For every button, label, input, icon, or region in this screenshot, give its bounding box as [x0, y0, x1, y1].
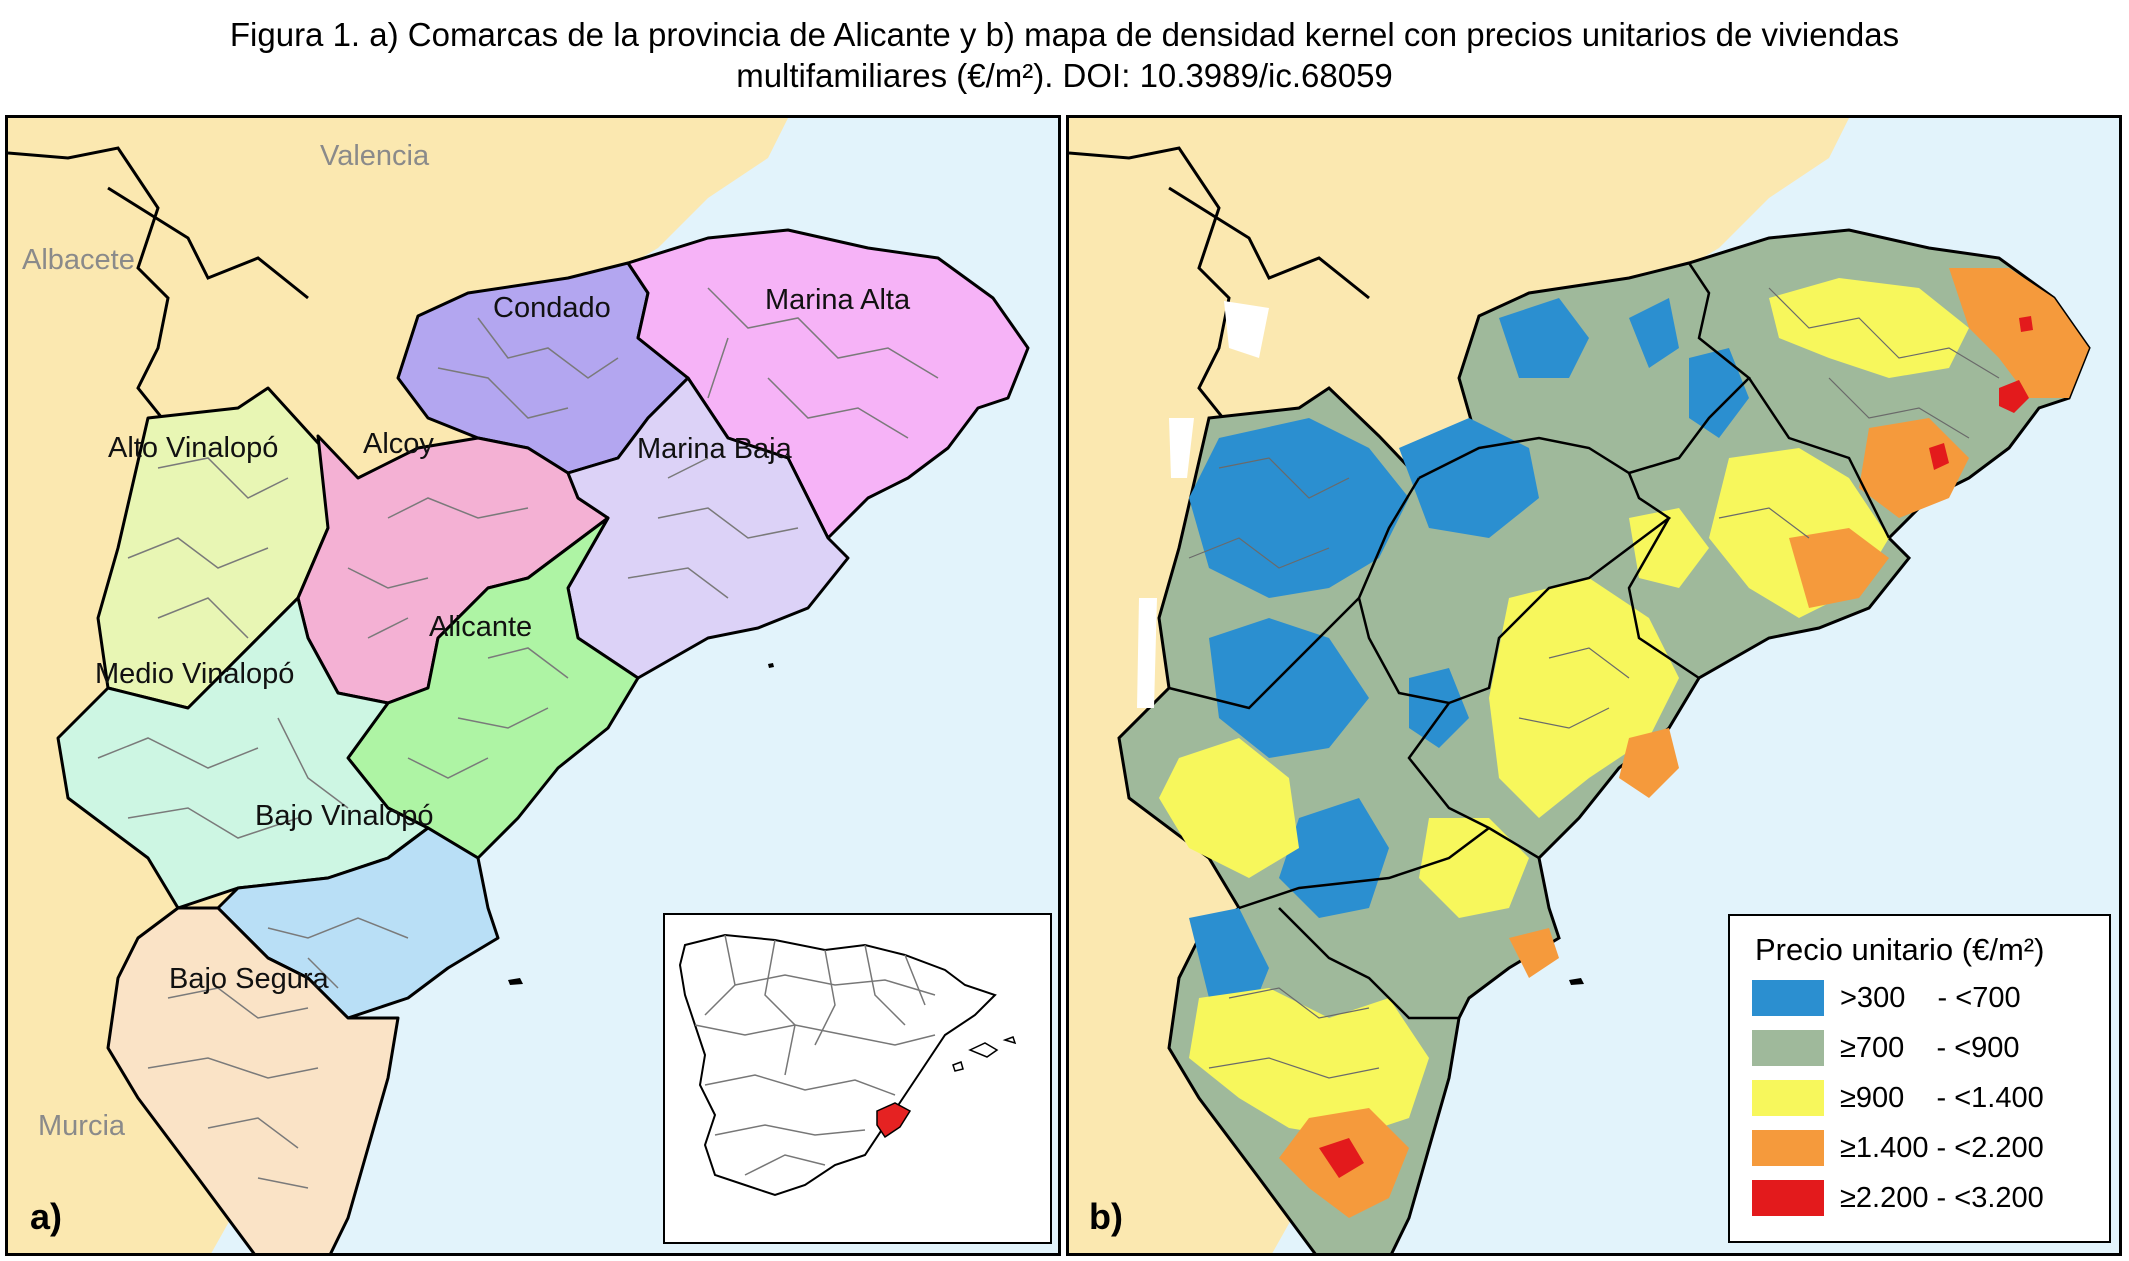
comarca-label-alicante: Alicante [429, 611, 533, 643]
density-yellow [1159, 278, 1969, 1138]
legend-label: ≥900 - <1.400 [1840, 1082, 2044, 1114]
legend-title: Precio unitario (€/m²) [1755, 932, 2045, 967]
rock-islet [768, 663, 774, 668]
panel-a-letter: a) [30, 1196, 63, 1237]
legend-label: ≥2.200 - <3.200 [1840, 1182, 2044, 1214]
legend-swatch [1752, 1080, 1824, 1116]
price-legend: Precio unitario (€/m²) >300 - <700 ≥700 … [1728, 914, 2111, 1243]
legend-swatch [1752, 980, 1824, 1016]
neighbor-border [1069, 146, 1370, 539]
comarca-alicante [346, 516, 640, 860]
comarca-label-bajo-vinalopo: Bajo Vinalopó [255, 800, 434, 832]
legend-label: ≥700 - <900 [1840, 1032, 2020, 1064]
panel-b-kernel-density-map: Precio unitario (€/m²) >300 - <700 ≥700 … [1066, 115, 2122, 1256]
municipal-boundaries [97, 287, 939, 1189]
neighbor-label-murcia: Murcia [38, 1110, 126, 1142]
legend-swatch [1752, 1130, 1824, 1166]
comarca-label-alto-vinalopo: Alto Vinalopó [108, 432, 279, 464]
density-red [1319, 316, 2033, 1178]
no-data-area [1137, 301, 1269, 708]
legend-label: >300 - <700 [1840, 982, 2021, 1014]
comarca-label-bajo-segura: Bajo Segura [169, 963, 329, 995]
spain-locator-svg [678, 933, 1017, 1197]
legend-swatch [1752, 1180, 1824, 1216]
alicante-highlight [876, 1102, 912, 1139]
spain-province-lines [694, 934, 936, 1176]
kernel-density-svg [1069, 118, 2091, 1253]
spain-locator-inset [663, 913, 1052, 1244]
comarca-label-alcoy: Alcoy [363, 428, 434, 460]
comarca-boundaries [1168, 262, 1891, 1020]
balearic-islands [952, 1036, 1017, 1072]
density-blue [1189, 298, 1749, 1018]
neighbor-border [8, 146, 309, 539]
comarca-bajo-segura [106, 906, 400, 1253]
comarca-label-marina-baja: Marina Baja [637, 433, 792, 465]
caption-line-1: Figura 1. a) Comarcas de la provincia de… [229, 16, 1900, 53]
panel-b-letter: b) [1089, 1196, 1123, 1237]
comarcas-group [56, 228, 1030, 1253]
legend-label: ≥1.400 - <2.200 [1840, 1132, 2044, 1164]
spain-outline [678, 933, 997, 1197]
figure-caption: Figura 1. a) Comarcas de la provincia de… [0, 14, 2129, 96]
panel-a-comarcas-map: Valencia Albacete Murcia Condado Marina … [5, 115, 1061, 1256]
neighbor-label-albacete: Albacete [22, 244, 135, 276]
municipal-boundaries [1188, 287, 2000, 1079]
neighbor-label-valencia: Valencia [320, 140, 430, 172]
island-tabarca [508, 978, 523, 985]
comarca-label-condado: Condado [493, 292, 611, 324]
comarca-medio-vinalopo [56, 596, 430, 910]
comarcas-map-svg [8, 118, 1030, 1253]
island-tabarca [1569, 978, 1584, 985]
comarca-label-marina-alta: Marina Alta [765, 284, 911, 316]
caption-line-2: multifamiliares (€/m²). DOI: 10.3989/ic.… [736, 57, 1393, 94]
comarca-marina-baja [566, 376, 850, 680]
comarca-label-medio-vinalopo: Medio Vinalopó [95, 658, 295, 690]
legend-swatch [1752, 1030, 1824, 1066]
